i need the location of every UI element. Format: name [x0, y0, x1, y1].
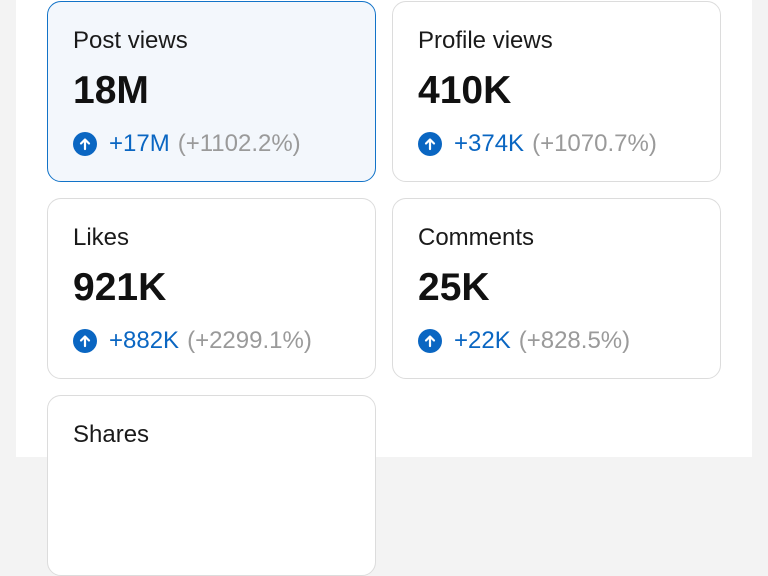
metric-change: +17M (+1102.2%) — [73, 129, 301, 159]
metric-card-shares[interactable]: Shares — [47, 395, 376, 576]
metric-change-absolute: +374K — [454, 130, 525, 157]
metric-card-likes[interactable]: Likes 921K +882K (+2299.1%) — [47, 198, 376, 379]
metric-label: Shares — [73, 421, 150, 448]
metric-change-percent: (+828.5%) — [518, 327, 631, 354]
metric-label: Profile views — [418, 27, 553, 54]
arrow-up-circle-icon — [73, 132, 97, 156]
metric-change-absolute: +17M — [109, 130, 170, 157]
metric-change-percent: (+1102.2%) — [177, 130, 301, 157]
metric-change-absolute: +882K — [109, 327, 180, 354]
metric-change: +882K (+2299.1%) — [73, 326, 312, 356]
metric-card-post-views[interactable]: Post views 18M +17M (+1102.2%) — [47, 1, 376, 182]
metric-value: 921K — [73, 266, 167, 309]
metric-label: Post views — [73, 27, 188, 54]
metric-change-percent: (+1070.7%) — [532, 130, 657, 157]
metric-value: 18M — [73, 69, 149, 112]
metric-change: +374K (+1070.7%) — [418, 129, 657, 159]
metric-value: 25K — [418, 266, 490, 309]
metric-card-comments[interactable]: Comments 25K +22K (+828.5%) — [392, 198, 721, 379]
metric-card-profile-views[interactable]: Profile views 410K +374K (+1070.7%) — [392, 1, 721, 182]
metric-label: Comments — [418, 224, 535, 251]
metric-change-percent: (+2299.1%) — [187, 327, 312, 354]
metric-value: 410K — [418, 69, 512, 112]
metric-change-absolute: +22K — [454, 327, 511, 354]
arrow-up-circle-icon — [73, 329, 97, 353]
metric-label: Likes — [73, 224, 130, 251]
metric-change: +22K (+828.5%) — [418, 326, 630, 356]
arrow-up-circle-icon — [418, 132, 442, 156]
arrow-up-circle-icon — [418, 329, 442, 353]
